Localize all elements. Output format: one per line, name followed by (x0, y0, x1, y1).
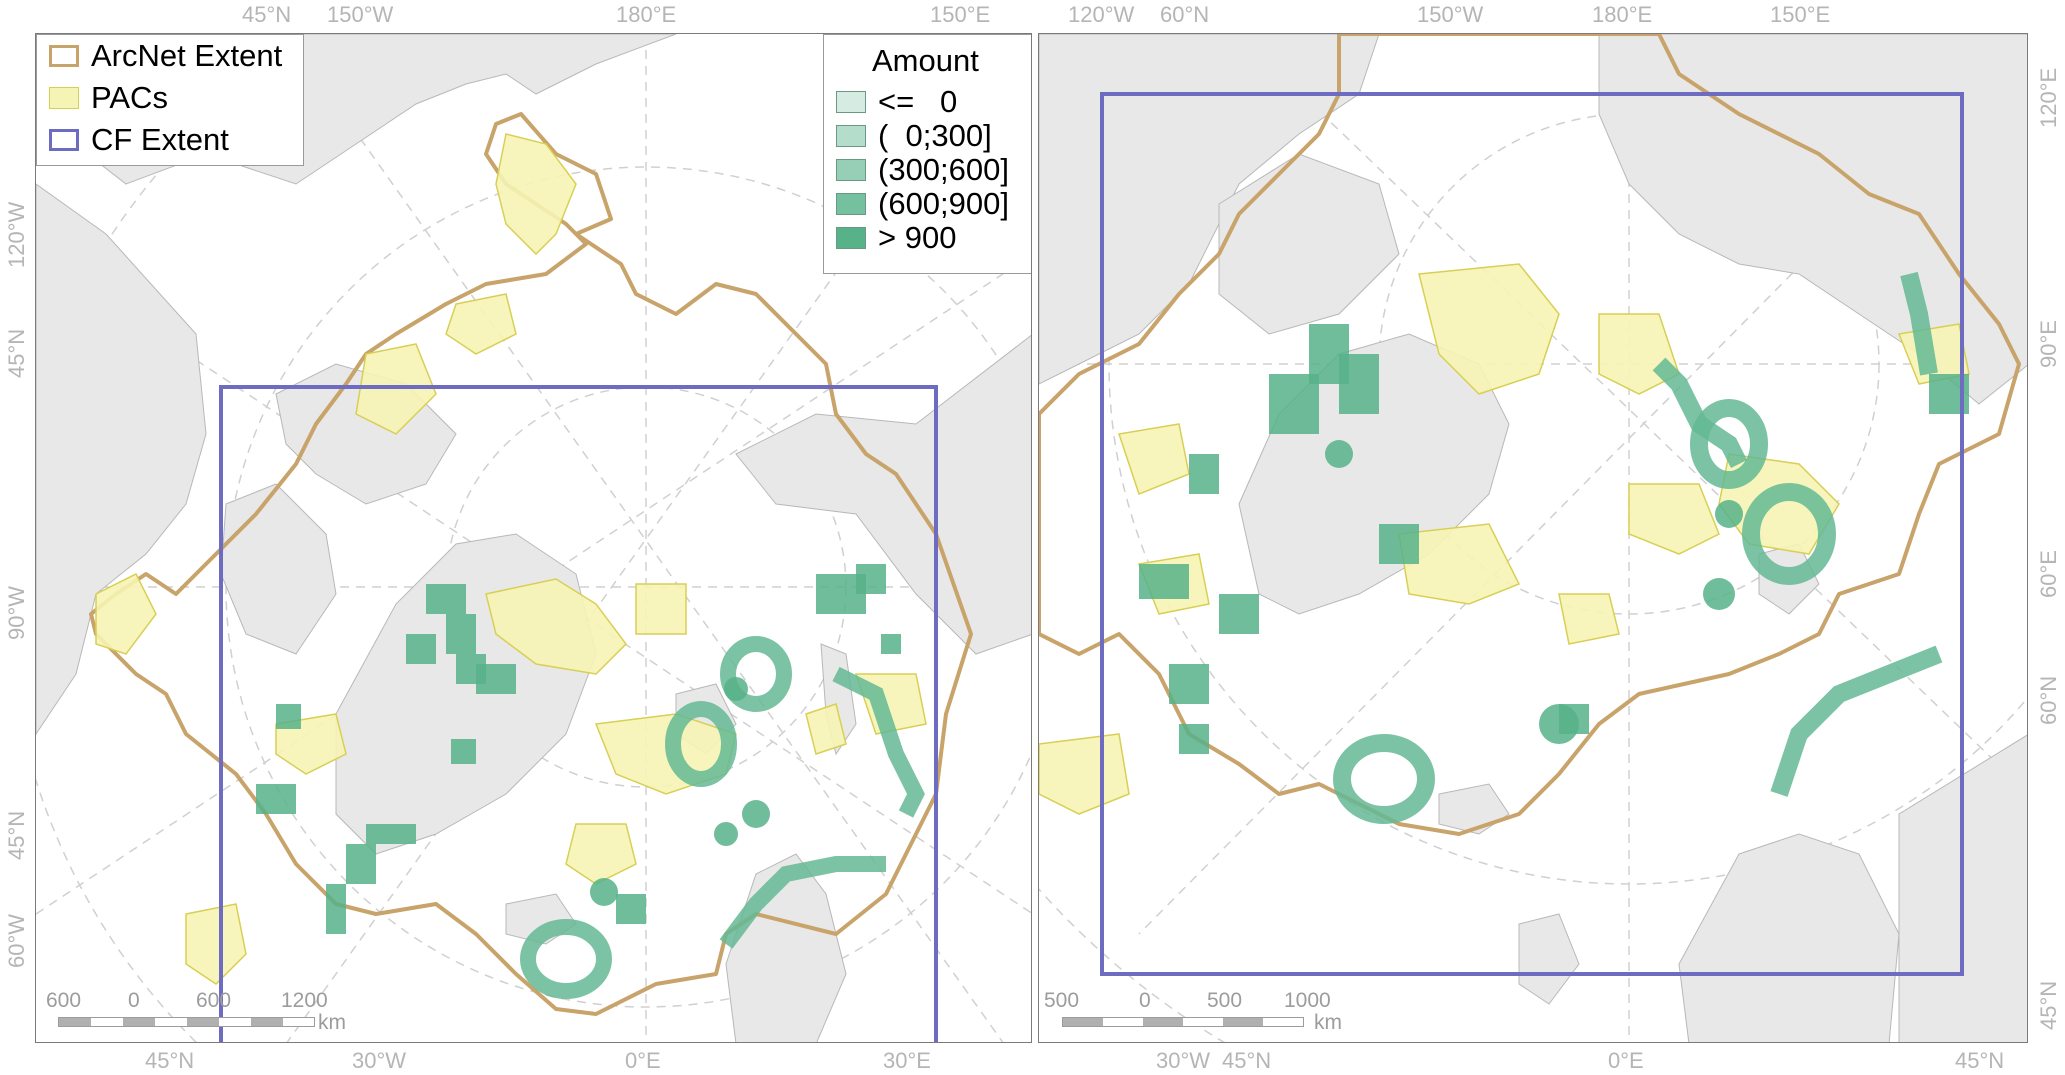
amount-legend: Amount <= 0 ( 0;300] (300;600] (600;900]… (823, 34, 1031, 274)
right-top-label: 60°N (1160, 2, 1210, 27)
right-side-label: 60°E (2036, 550, 2061, 598)
left-cf-extent (219, 385, 938, 1042)
amount-class-label: (600;900] (878, 186, 1009, 221)
right-map-panel: 500 0 500 1000 km (1038, 33, 2028, 1043)
amount-class-3: (600;900] (836, 186, 1009, 221)
baffin-island (220, 483, 337, 655)
right-side-label: 90°E (2036, 320, 2061, 368)
scale-tick-label: 500 (1044, 989, 1080, 1012)
right-top-label: 150°E (1770, 2, 1831, 27)
legend-arcnet-label: ArcNet Extent (91, 38, 283, 73)
legend-pacs: PACs (49, 80, 168, 115)
siberia (735, 334, 1031, 655)
left-top-label: 150°E (930, 2, 991, 27)
left-bottom-label: 45°N (145, 1048, 195, 1073)
left-top-label: 45°N (242, 2, 292, 27)
scale-unit: km (1314, 1011, 1342, 1034)
british-isles (1518, 913, 1580, 1005)
right-bottom-label: 45°N (1955, 1048, 2005, 1073)
right-top-label: 180°E (1592, 2, 1653, 27)
amount-legend-title: Amount (872, 43, 979, 78)
right-amount-dots (1325, 440, 1743, 744)
scale-tick-label: 0 (128, 989, 140, 1012)
scale-tick-label: 1000 (1284, 989, 1331, 1012)
left-amount-cells (256, 564, 901, 934)
layer-legend: ArcNet Extent PACs CF Extent (36, 34, 304, 166)
amount-class-1: ( 0;300] (836, 118, 992, 153)
right-cf-extent (1100, 92, 1964, 976)
right-bottom-label: 30°W (1156, 1048, 1211, 1073)
right-arcnet-extent (1039, 34, 2021, 836)
arctic-archipelago (1218, 153, 1400, 335)
left-side-label: 120°W (4, 201, 29, 268)
left-bottom-label: 30°W (352, 1048, 407, 1073)
amount-swatch-1 (836, 125, 866, 147)
legend-arcnet: ArcNet Extent (49, 38, 283, 73)
left-side-label: 45°N (4, 810, 29, 860)
legend-cf-label: CF Extent (91, 122, 229, 157)
left-amount-rings (520, 636, 925, 999)
left-side-label: 60°W (4, 913, 29, 968)
amount-class-label: (300;600] (878, 152, 1009, 187)
scale-tick-label: 1200 (281, 989, 328, 1012)
cf-swatch (49, 129, 79, 151)
amount-swatch-4 (836, 227, 866, 249)
left-top-label: 180°E (616, 2, 677, 27)
amount-swatch-0 (836, 91, 866, 113)
scale-bar-graphic (58, 1017, 315, 1027)
left-bottom-label: 0°E (625, 1048, 661, 1073)
amount-class-2: (300;600] (836, 152, 1009, 187)
right-land (1039, 34, 2027, 1042)
north-america-land (1039, 34, 1380, 385)
amount-class-label: <= 0 (878, 84, 958, 119)
right-bottom-label: 45°N (1222, 1048, 1272, 1073)
left-top-label: 150°W (327, 2, 394, 27)
right-map-canvas (1039, 34, 2027, 1042)
legend-pacs-label: PACs (91, 80, 168, 115)
right-amount-rings (1333, 271, 1943, 824)
scale-tick-label: 0 (1139, 989, 1151, 1012)
left-scale-bar: 600 0 600 1200 km (46, 989, 366, 1039)
amount-class-4: > 900 (836, 220, 957, 255)
north-america-land-west (36, 183, 207, 735)
right-side-label: 45°N (2036, 980, 2061, 1030)
pacs-swatch (49, 87, 79, 109)
left-bottom-label: 30°E (883, 1048, 931, 1073)
left-pacs (95, 133, 927, 985)
arcnet-swatch (49, 45, 79, 67)
right-side-label: 120°E (2036, 67, 2061, 128)
right-top-label: 120°W (1068, 2, 1135, 27)
amount-swatch-3 (836, 193, 866, 215)
left-side-label: 45°N (4, 328, 29, 378)
scale-tick-label: 600 (196, 989, 232, 1012)
iceland (1438, 783, 1510, 835)
left-amount-dots (590, 677, 770, 906)
amount-swatch-2 (836, 159, 866, 181)
right-scale-bar: 500 0 500 1000 km (1044, 989, 1344, 1039)
amount-class-0: <= 0 (836, 84, 958, 119)
amount-class-label: ( 0;300] (878, 118, 992, 153)
scale-unit: km (318, 1011, 346, 1034)
scale-tick-label: 500 (1207, 989, 1243, 1012)
left-side-label: 90°W (4, 585, 29, 640)
scandinavia (1678, 833, 1900, 1042)
scale-tick-label: 600 (46, 989, 82, 1012)
amount-class-label: > 900 (878, 220, 957, 255)
left-map-panel: ArcNet Extent PACs CF Extent Amount <= 0… (35, 33, 1032, 1043)
right-side-label: 60°N (2036, 675, 2061, 725)
right-top-label: 150°W (1417, 2, 1484, 27)
legend-cf: CF Extent (49, 122, 229, 157)
right-bottom-label: 0°E (1608, 1048, 1644, 1073)
scale-bar-graphic (1062, 1017, 1304, 1027)
